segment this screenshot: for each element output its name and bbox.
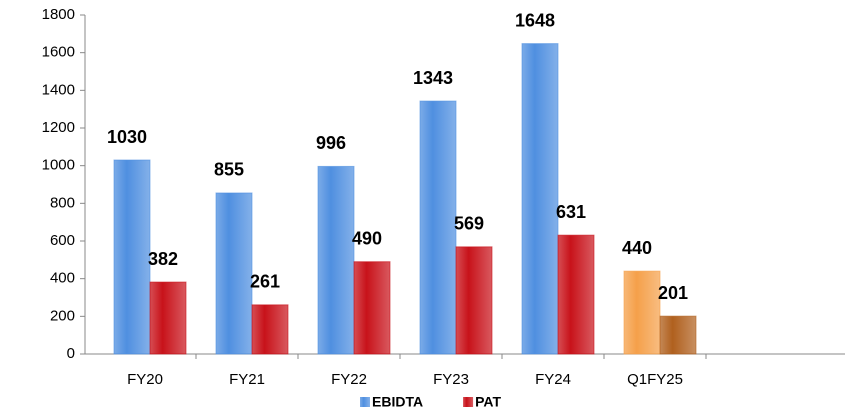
- x-tick-label: FY22: [331, 371, 367, 388]
- y-tick-label: 1600: [42, 44, 75, 61]
- bar: [455, 246, 493, 355]
- value-label: 1343: [413, 68, 453, 88]
- y-tick-label: 1400: [42, 81, 75, 98]
- legend-swatch: [463, 397, 474, 407]
- x-tick-label: Q1FY25: [627, 371, 683, 388]
- legend-swatch: [360, 397, 370, 407]
- legend-label: EBIDTA: [372, 394, 423, 410]
- y-tick-label: 600: [50, 232, 75, 249]
- value-label: 261: [250, 272, 280, 292]
- bar: [419, 100, 457, 355]
- value-label: 490: [352, 228, 382, 248]
- value-label: 1648: [515, 10, 555, 30]
- value-label: 1030: [107, 127, 147, 147]
- y-tick-label: 400: [50, 270, 75, 287]
- y-tick-label: 1800: [42, 6, 75, 23]
- y-tick-label: 1000: [42, 157, 75, 174]
- value-label: 855: [214, 160, 244, 180]
- x-tick-label: FY21: [229, 371, 265, 388]
- bar: [353, 261, 391, 355]
- value-label: 440: [622, 238, 652, 258]
- x-tick-label: FY23: [433, 371, 469, 388]
- y-tick-label: 1200: [42, 119, 75, 136]
- bar: [623, 270, 661, 355]
- bar: [113, 159, 151, 355]
- value-label: 201: [658, 283, 688, 303]
- value-label: 569: [454, 214, 484, 234]
- bar: [521, 43, 559, 355]
- y-tick-label: 0: [67, 345, 75, 362]
- bar: [659, 315, 697, 355]
- y-tick-label: 200: [50, 307, 75, 324]
- x-tick-label: FY20: [127, 371, 163, 388]
- x-tick-label: FY24: [535, 371, 571, 388]
- value-label: 996: [316, 133, 346, 153]
- legend-label: PAT: [475, 394, 501, 410]
- bar: [557, 234, 595, 355]
- y-tick-label: 800: [50, 194, 75, 211]
- bar: [149, 281, 187, 355]
- value-label: 631: [556, 202, 586, 222]
- bar: [215, 192, 253, 355]
- bar: [317, 165, 355, 355]
- value-label: 382: [148, 249, 178, 269]
- bar: [251, 304, 289, 355]
